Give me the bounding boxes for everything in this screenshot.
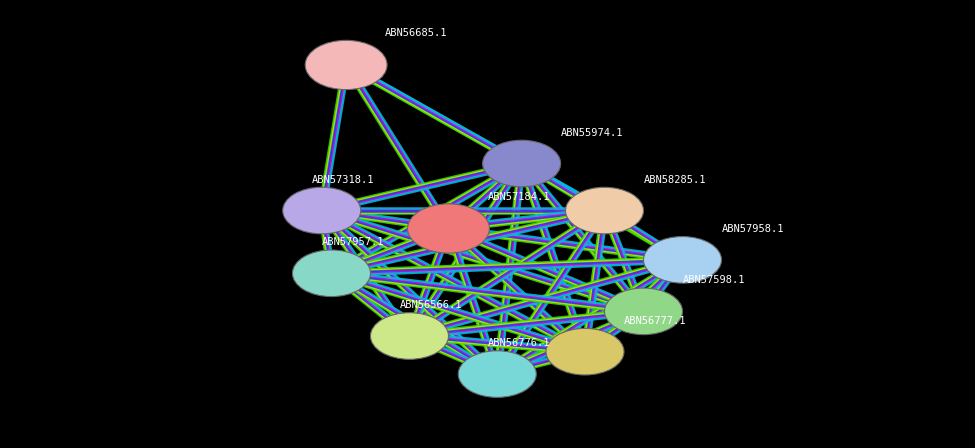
Ellipse shape — [644, 237, 722, 283]
Ellipse shape — [305, 40, 387, 90]
Ellipse shape — [458, 351, 536, 397]
Text: ABN57598.1: ABN57598.1 — [682, 276, 745, 285]
Text: ABN58285.1: ABN58285.1 — [644, 175, 706, 185]
Ellipse shape — [483, 140, 561, 187]
Ellipse shape — [604, 288, 682, 335]
Ellipse shape — [283, 187, 361, 234]
Text: ABN56566.1: ABN56566.1 — [400, 300, 462, 310]
Text: ABN55974.1: ABN55974.1 — [561, 128, 623, 138]
Text: ABN56776.1: ABN56776.1 — [488, 338, 550, 348]
Ellipse shape — [566, 187, 644, 234]
Ellipse shape — [370, 313, 448, 359]
Ellipse shape — [546, 328, 624, 375]
Text: ABN57184.1: ABN57184.1 — [488, 193, 550, 202]
Text: ABN56685.1: ABN56685.1 — [385, 28, 448, 38]
Text: ABN57957.1: ABN57957.1 — [322, 237, 384, 247]
Ellipse shape — [292, 250, 370, 297]
Text: ABN57958.1: ABN57958.1 — [722, 224, 784, 234]
Ellipse shape — [408, 204, 489, 253]
Text: ABN56777.1: ABN56777.1 — [624, 316, 686, 326]
Text: ABN57318.1: ABN57318.1 — [312, 175, 374, 185]
